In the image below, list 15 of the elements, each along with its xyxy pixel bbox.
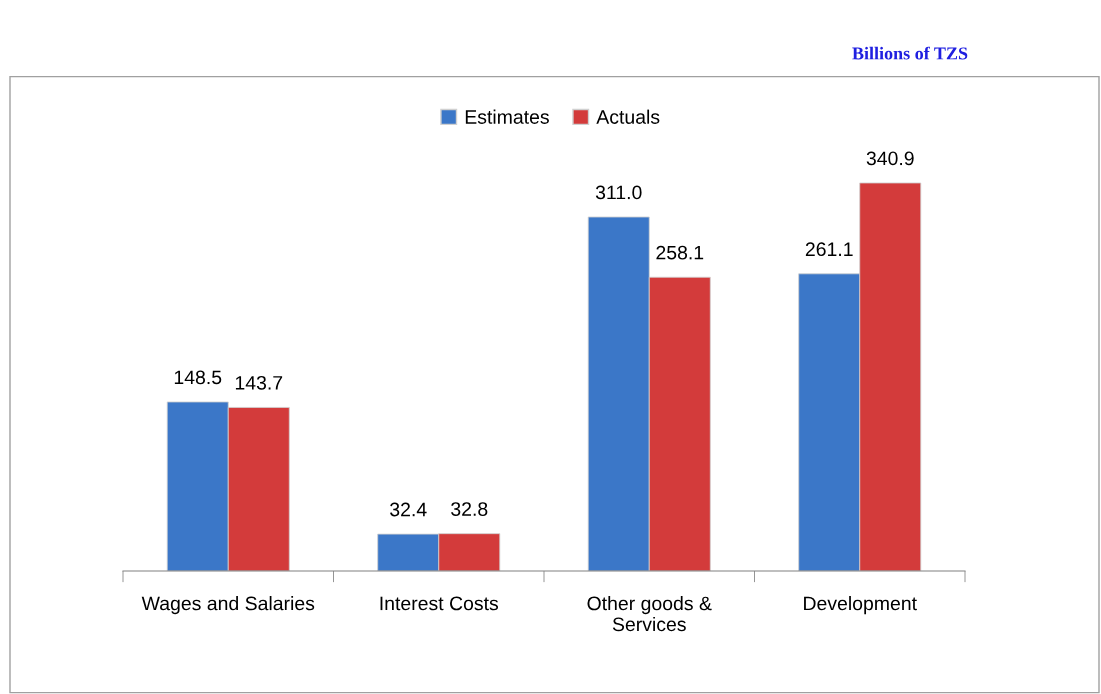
data-label: 340.9 [866, 151, 914, 166]
data-label: 258.1 [656, 245, 704, 260]
data-label: 311.0 [595, 185, 642, 200]
chart-subtitle: Billions of TZS [852, 46, 968, 60]
data-label: 143.7 [235, 375, 283, 390]
x-tick-label: Other goods & Services [587, 596, 712, 632]
data-label: 261.1 [805, 242, 853, 257]
x-tick-label: Interest Costs [380, 596, 499, 611]
x-tick-label: Development [804, 596, 917, 615]
data-label: 148.5 [174, 370, 222, 385]
x-tick-label: Wages and Salaries [141, 596, 315, 615]
data-label: 32.4 [390, 502, 427, 517]
data-label: 32.8 [451, 502, 488, 516]
legend-label: Estimates [465, 109, 549, 124]
legend-label: Actuals [596, 109, 660, 124]
